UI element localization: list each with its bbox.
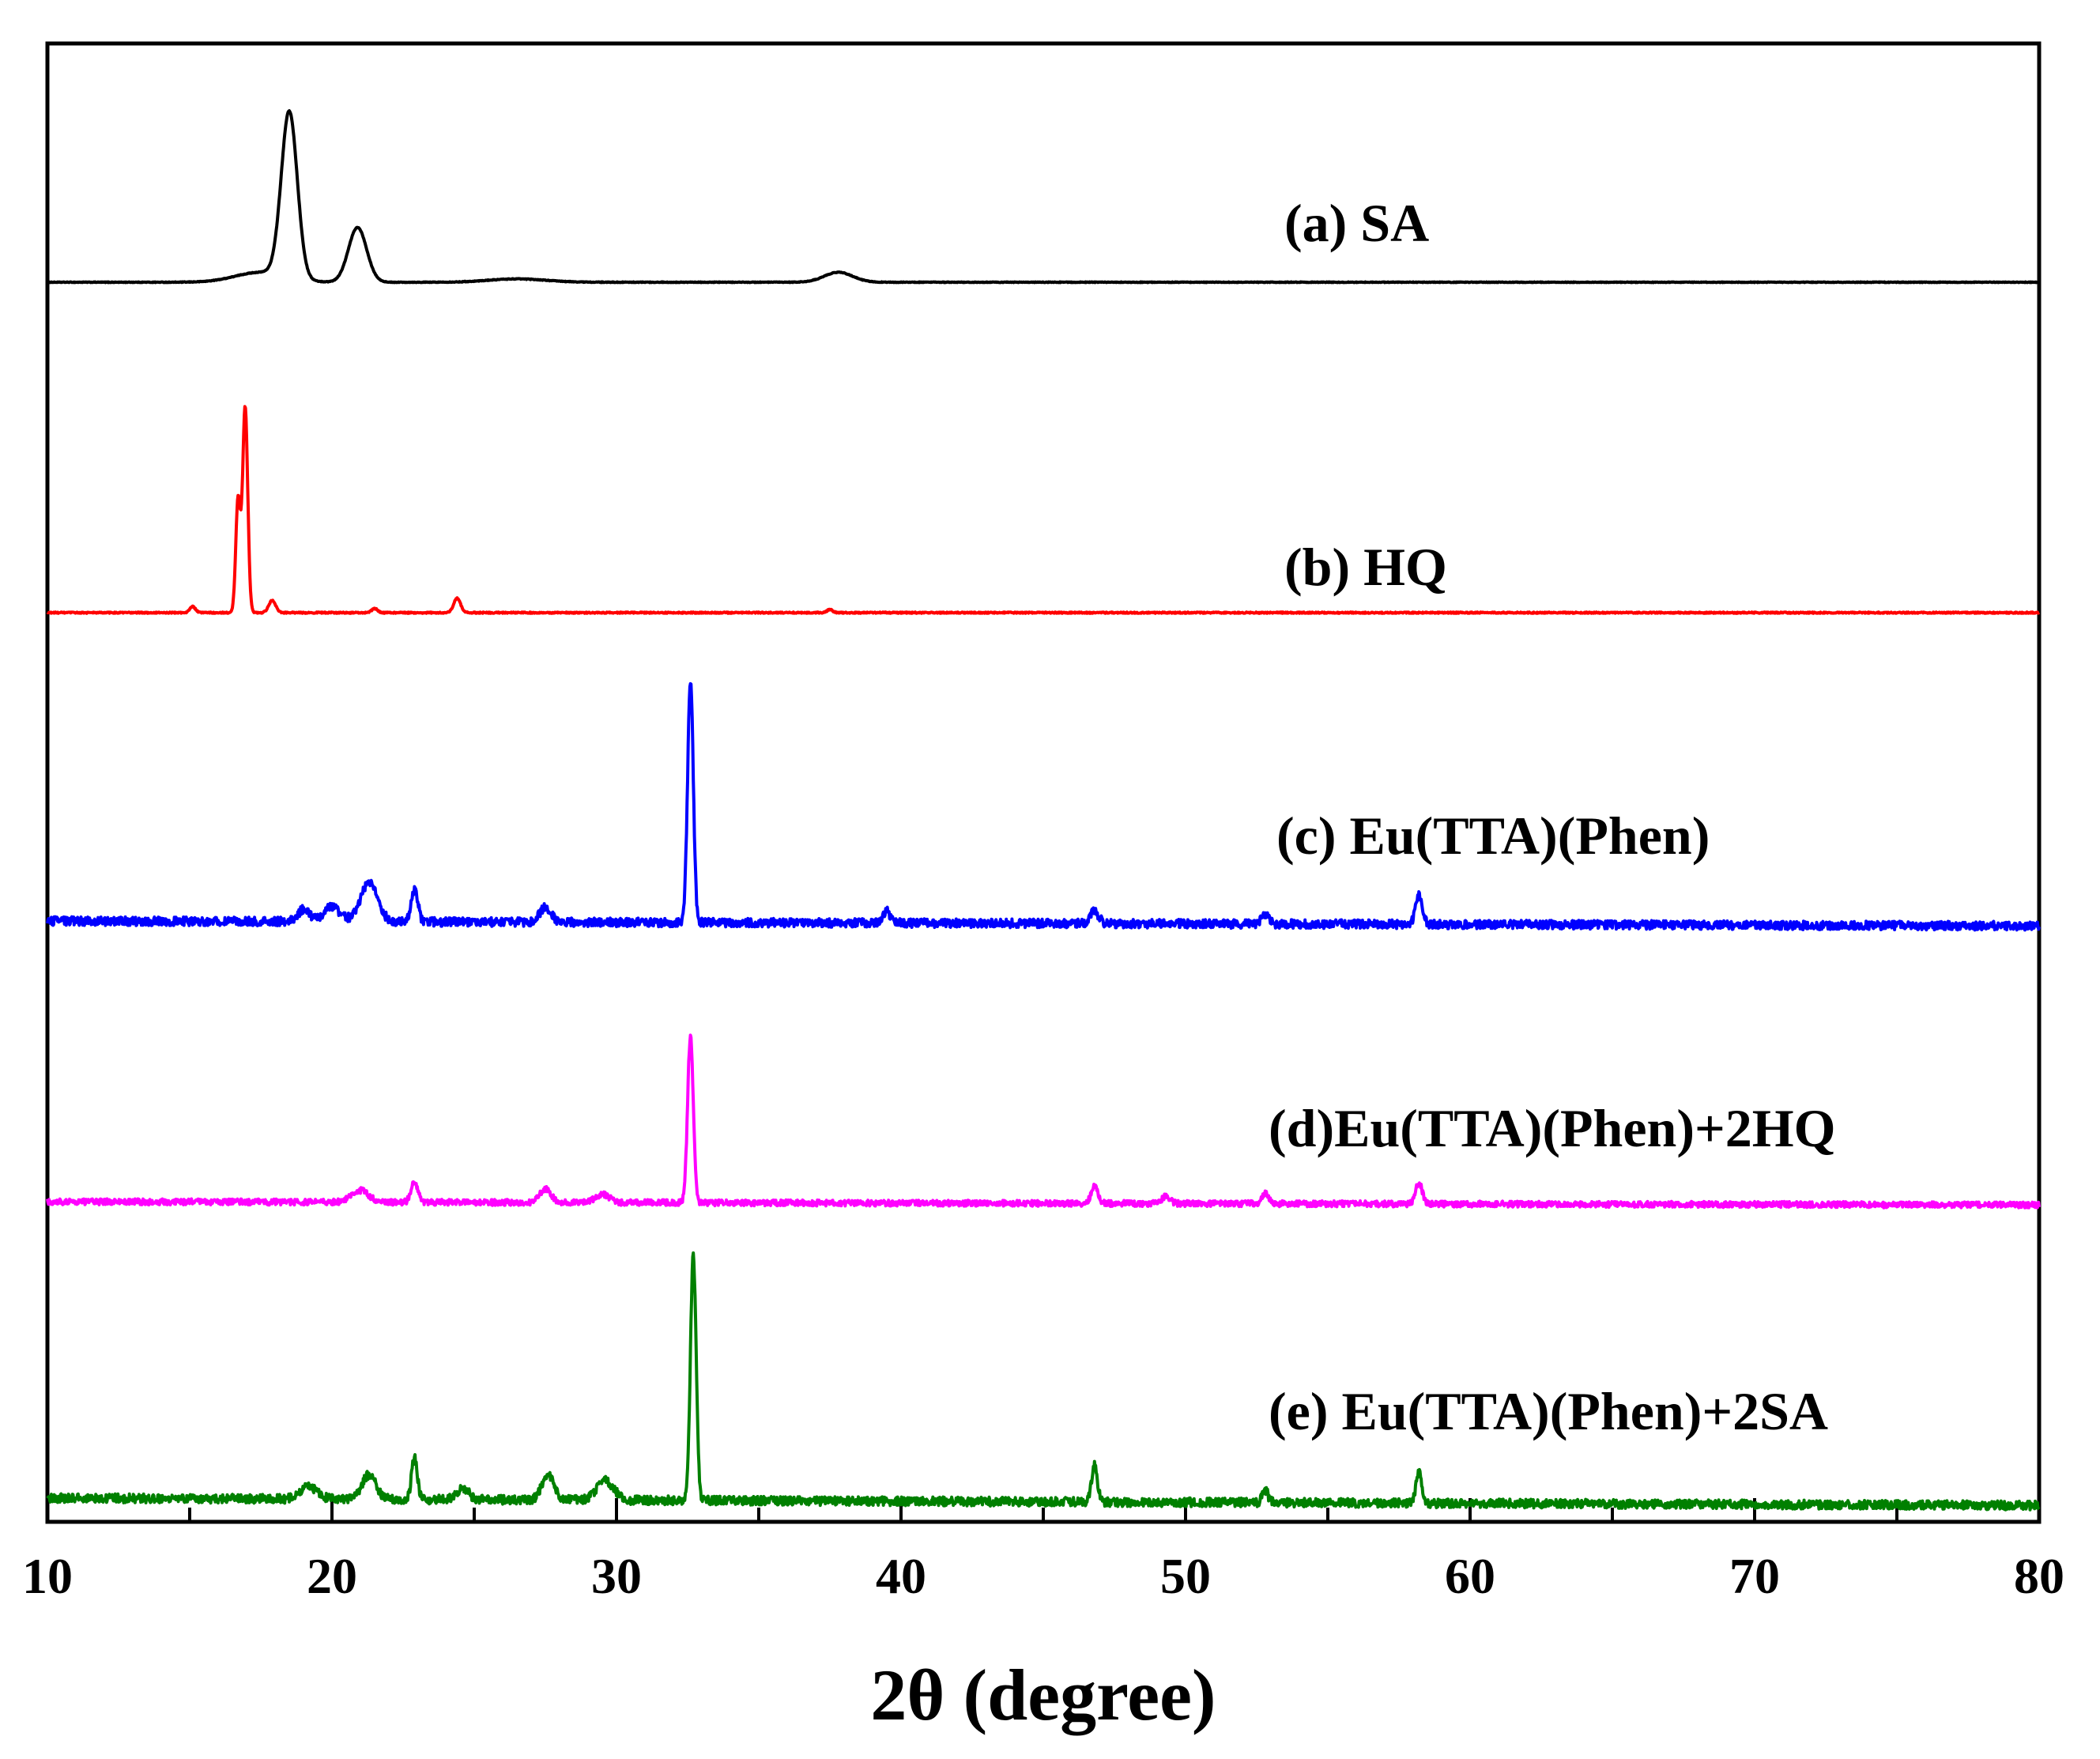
series-label-1: (b) HQ: [1284, 537, 1447, 597]
x-tick-label-30: 30: [591, 1548, 642, 1604]
x-axis-tick-labels: 10 20 30 40 50 60 70 80: [22, 1548, 2064, 1604]
series-labels: (a) SA (b) HQ (c) Eu(TTA)(Phen) (d)Eu(TTA)(…: [1269, 193, 1836, 1441]
series-line-3: [46, 1033, 2041, 1210]
series-line-0: [46, 109, 2041, 285]
plot-frame: [45, 41, 2042, 1524]
series-label-0: (a) SA: [1284, 193, 1429, 253]
series-group: [46, 109, 2041, 1512]
series-label-2: (c) Eu(TTA)(Phen): [1276, 806, 1710, 866]
series-line-4: [46, 1251, 2041, 1512]
x-axis-label: 2θ (degree): [870, 1655, 1216, 1735]
series-label-3: (d)Eu(TTA)(Phen)+2HQ: [1269, 1098, 1836, 1158]
x-tick-label-60: 60: [1445, 1548, 1495, 1604]
series-line-2: [46, 681, 2041, 932]
x-tick-label-80: 80: [2014, 1548, 2064, 1604]
x-tick-label-50: 50: [1160, 1548, 1211, 1604]
x-tick-label-70: 70: [1729, 1548, 1780, 1604]
series-label-4: (e) Eu(TTA)(Phen)+2SA: [1269, 1381, 1828, 1441]
series-line-1: [46, 405, 2041, 615]
x-tick-label-10: 10: [22, 1548, 73, 1604]
x-tick-label-40: 40: [876, 1548, 926, 1604]
x-tick-label-20: 20: [307, 1548, 357, 1604]
